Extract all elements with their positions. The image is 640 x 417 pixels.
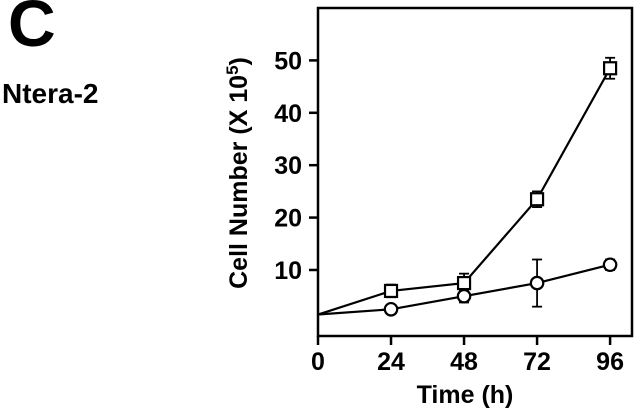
x-tick-label: 0 xyxy=(311,348,325,376)
panel-letter: C xyxy=(8,0,56,60)
y-tick-label: 30 xyxy=(274,152,302,180)
y-tick-label: 10 xyxy=(274,257,302,285)
square-marker xyxy=(383,283,399,299)
plot-frame xyxy=(316,6,634,338)
square-marker xyxy=(602,61,618,76)
x-axis-title: Time (h) xyxy=(416,381,514,409)
y-tick-label: 40 xyxy=(274,100,302,128)
x-tick-label: 96 xyxy=(596,348,624,376)
y-tick-label: 20 xyxy=(274,205,302,233)
cell-line-label: Ntera-2 xyxy=(2,78,99,109)
x-tick-label: 48 xyxy=(450,348,478,376)
x-tick-label: 72 xyxy=(523,348,551,376)
y-tick-label: 50 xyxy=(274,47,302,75)
square-marker xyxy=(456,275,472,291)
square-marker xyxy=(529,192,545,207)
circle-marker xyxy=(529,275,545,291)
circle-marker xyxy=(602,257,618,273)
x-tick-label: 24 xyxy=(377,348,405,376)
circle-marker xyxy=(383,301,399,317)
circle-marker xyxy=(456,288,472,304)
